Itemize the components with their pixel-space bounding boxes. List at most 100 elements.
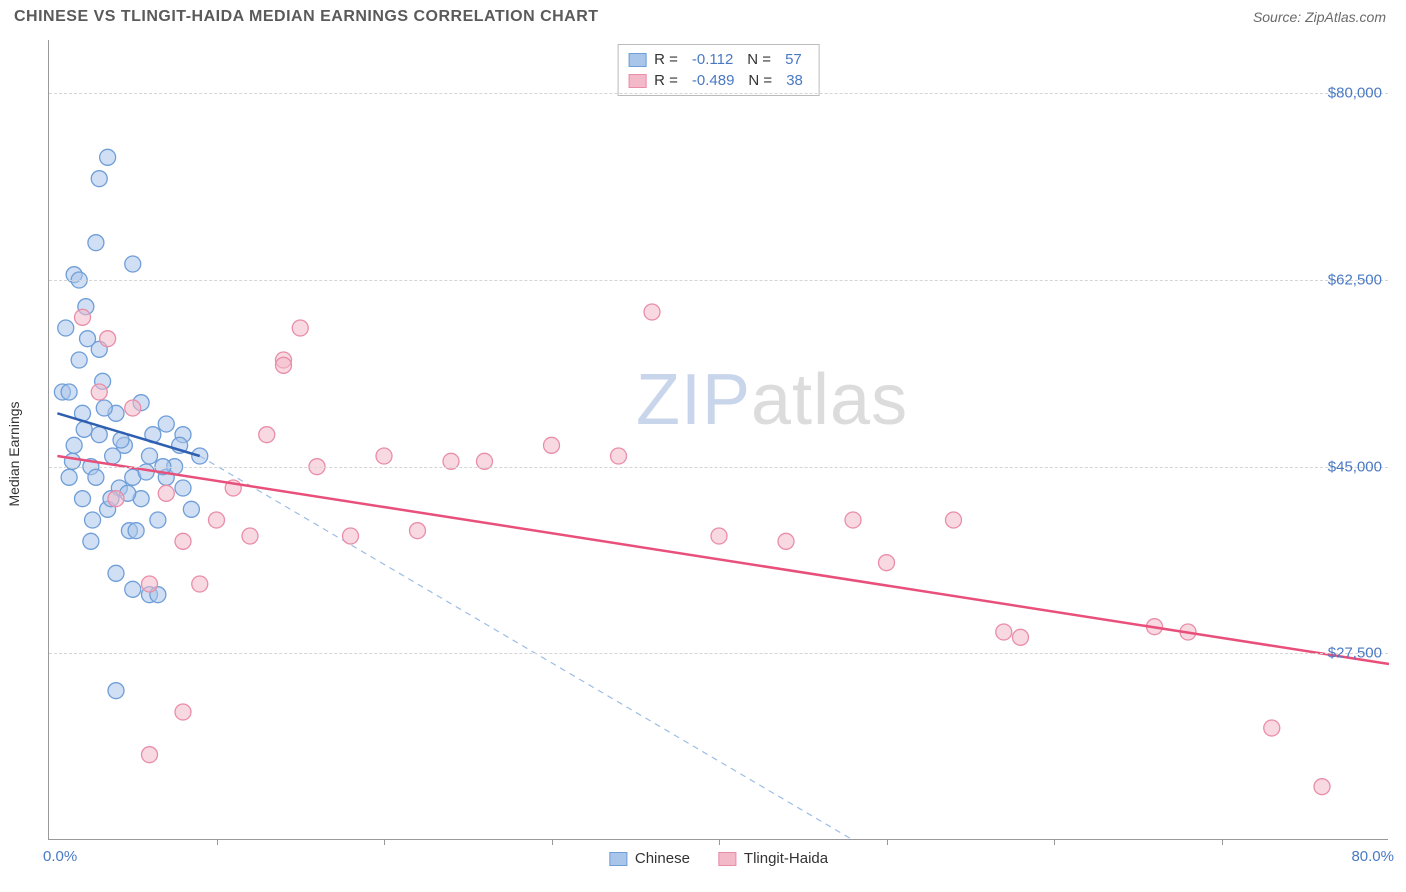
x-tick [719, 839, 720, 845]
data-point-tlingit [259, 427, 275, 443]
data-point-chinese [108, 683, 124, 699]
data-point-chinese [125, 581, 141, 597]
legend-swatch [628, 53, 646, 67]
plot-area: ZIPatlas R =-0.112N =57R =-0.489N =38 Ch… [48, 40, 1388, 840]
legend-item-chinese: Chinese [609, 850, 690, 867]
data-point-chinese [88, 235, 104, 251]
data-point-tlingit [100, 331, 116, 347]
data-point-tlingit [611, 448, 627, 464]
data-point-tlingit [91, 384, 107, 400]
data-point-tlingit [142, 747, 158, 763]
data-point-tlingit [108, 491, 124, 507]
data-point-tlingit [209, 512, 225, 528]
gridline [49, 280, 1388, 281]
x-tick [384, 839, 385, 845]
trendline-tlingit [57, 456, 1389, 664]
legend-label: Chinese [635, 850, 690, 867]
chart-source: Source: ZipAtlas.com [1253, 9, 1386, 25]
legend-series: Chinese Tlingit-Haida [609, 850, 828, 867]
data-point-chinese [128, 523, 144, 539]
gridline [49, 467, 1388, 468]
legend-swatch [718, 852, 736, 866]
data-point-tlingit [242, 528, 258, 544]
data-point-tlingit [410, 523, 426, 539]
data-point-chinese [85, 512, 101, 528]
data-point-tlingit [343, 528, 359, 544]
legend-swatch [609, 852, 627, 866]
data-point-chinese [158, 416, 174, 432]
n-value: 57 [779, 51, 808, 68]
scatter-svg [49, 40, 1388, 839]
x-tick [1054, 839, 1055, 845]
legend-label: Tlingit-Haida [744, 850, 828, 867]
data-point-chinese [96, 400, 112, 416]
y-tick-label: $80,000 [1328, 85, 1382, 102]
data-point-chinese [108, 565, 124, 581]
data-point-tlingit [276, 357, 292, 373]
data-point-chinese [58, 320, 74, 336]
data-point-chinese [66, 437, 82, 453]
legend-swatch [628, 74, 646, 88]
y-tick-label: $27,500 [1328, 645, 1382, 662]
data-point-chinese [61, 469, 77, 485]
data-point-chinese [71, 352, 87, 368]
data-point-chinese [83, 533, 99, 549]
legend-stat-row: R = -0.112 N = 57 [628, 49, 809, 70]
x-tick [217, 839, 218, 845]
y-axis-label: Median Earnings [6, 401, 22, 506]
data-point-tlingit [778, 533, 794, 549]
data-point-tlingit [1264, 720, 1280, 736]
n-label: N = [748, 72, 772, 89]
data-point-tlingit [946, 512, 962, 528]
data-point-tlingit [175, 533, 191, 549]
x-tick [1222, 839, 1223, 845]
data-point-tlingit [644, 304, 660, 320]
y-tick-label: $45,000 [1328, 458, 1382, 475]
data-point-tlingit [996, 624, 1012, 640]
data-point-chinese [150, 512, 166, 528]
data-point-chinese [125, 256, 141, 272]
x-tick [552, 839, 553, 845]
r-value: -0.489 [686, 72, 741, 89]
data-point-tlingit [544, 437, 560, 453]
n-label: N = [747, 51, 771, 68]
data-point-chinese [91, 171, 107, 187]
y-tick-label: $62,500 [1328, 272, 1382, 289]
r-label: R = [654, 72, 678, 89]
r-value: -0.112 [686, 51, 739, 68]
data-point-tlingit [125, 400, 141, 416]
data-point-chinese [75, 491, 91, 507]
data-point-tlingit [142, 576, 158, 592]
data-point-tlingit [175, 704, 191, 720]
chart-header: CHINESE VS TLINGIT-HAIDA MEDIAN EARNINGS… [0, 0, 1406, 30]
trendline-extrap-chinese [200, 456, 853, 840]
data-point-chinese [183, 501, 199, 517]
chart-title: CHINESE VS TLINGIT-HAIDA MEDIAN EARNINGS… [14, 8, 599, 26]
data-point-tlingit [192, 576, 208, 592]
data-point-tlingit [1314, 779, 1330, 795]
data-point-chinese [175, 480, 191, 496]
data-point-tlingit [845, 512, 861, 528]
data-point-tlingit [1013, 629, 1029, 645]
x-axis-min-label: 0.0% [43, 848, 77, 865]
gridline [49, 93, 1388, 94]
data-point-tlingit [879, 555, 895, 571]
data-point-chinese [142, 448, 158, 464]
x-tick [887, 839, 888, 845]
data-point-chinese [61, 384, 77, 400]
data-point-tlingit [711, 528, 727, 544]
data-point-tlingit [376, 448, 392, 464]
data-point-chinese [80, 331, 96, 347]
data-point-chinese [88, 469, 104, 485]
data-point-tlingit [158, 485, 174, 501]
data-point-chinese [100, 149, 116, 165]
legend-item-tlingit: Tlingit-Haida [718, 850, 828, 867]
gridline [49, 653, 1388, 654]
legend-stat-row: R = -0.489 N = 38 [628, 70, 809, 91]
r-label: R = [654, 51, 678, 68]
x-axis-max-label: 80.0% [1351, 848, 1394, 865]
legend-stats: R = -0.112 N = 57 R = -0.489 N = 38 [617, 44, 820, 96]
data-point-tlingit [75, 309, 91, 325]
data-point-tlingit [292, 320, 308, 336]
n-value: 38 [780, 72, 809, 89]
